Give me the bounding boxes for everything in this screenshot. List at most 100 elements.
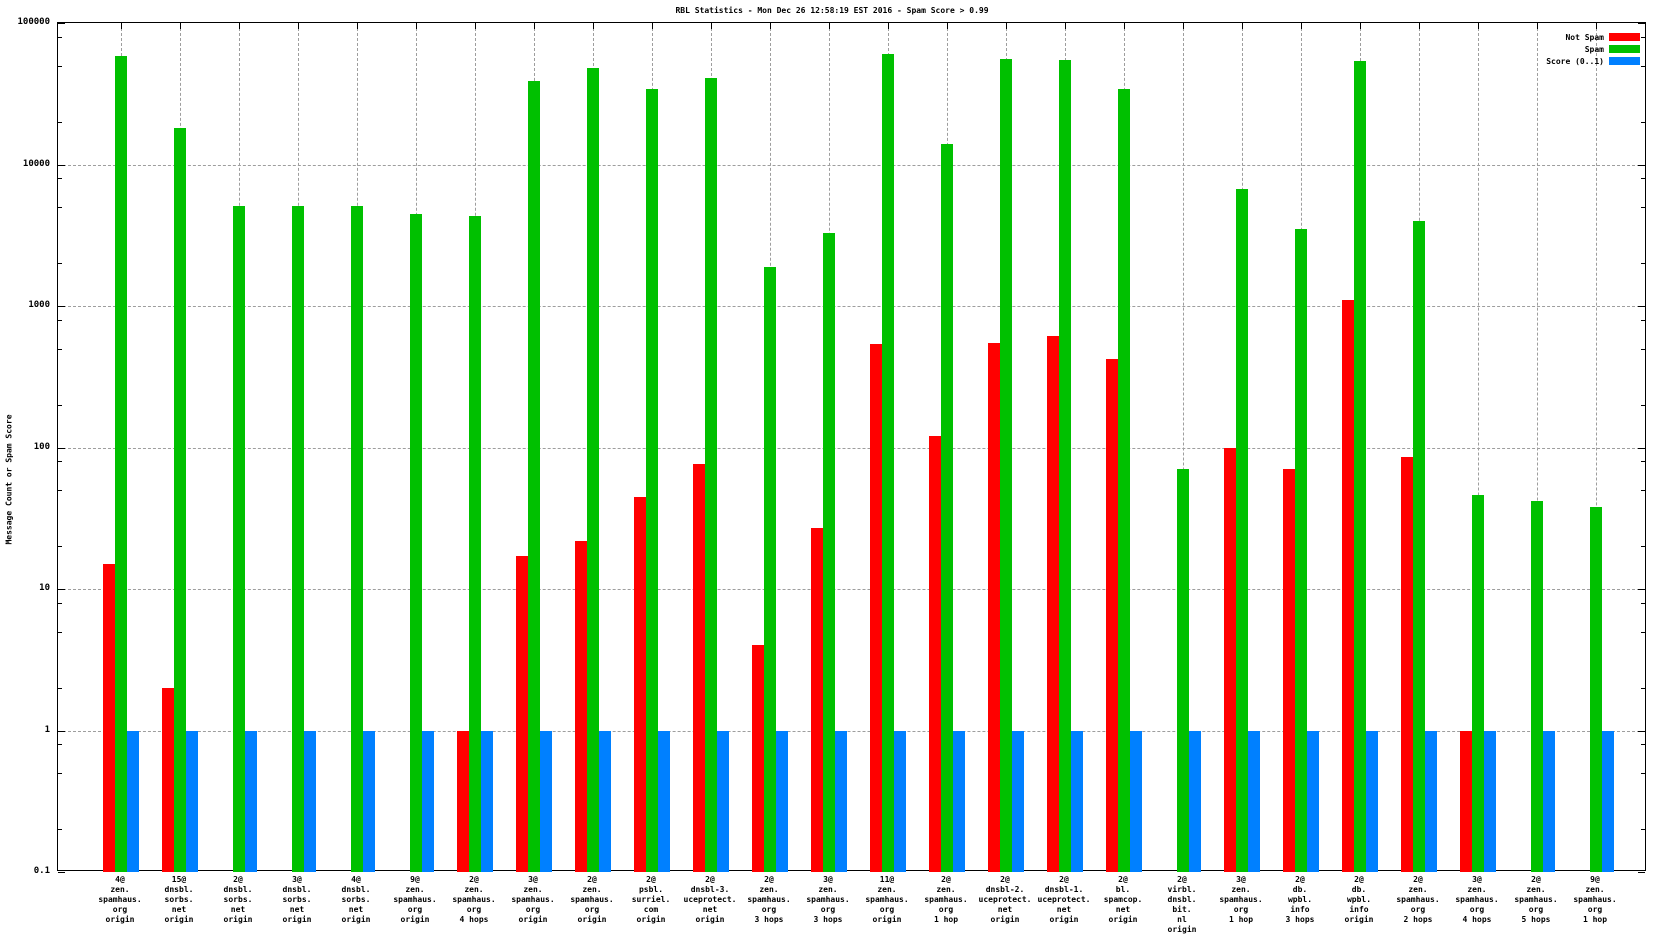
y-major-tick: [1638, 23, 1645, 24]
legend-item-spam: Spam: [1440, 43, 1640, 55]
y-gridline: [58, 447, 1645, 449]
bar-not-spam: [1224, 447, 1236, 872]
y-tick-label: 1: [44, 724, 50, 735]
bar-score-0-1-: [658, 730, 670, 872]
y-minor-tick: [58, 348, 62, 350]
bar-spam: [1000, 58, 1012, 872]
y-tick-label: 1000: [28, 300, 50, 310]
x-top-tick: [298, 23, 299, 29]
y-major-tick: [1638, 589, 1645, 590]
x-category-label: 2@ dnsbl. sorbs. net origin: [223, 875, 253, 924]
x-top-tick: [1183, 23, 1184, 29]
bar-not-spam: [1106, 359, 1118, 872]
x-category-label: 2@ dnsbl-2. uceprotect. net origin: [978, 875, 1032, 924]
y-major-tick: [1638, 164, 1645, 166]
x-category-label: 2@ zen. spamhaus. org 3 hops: [747, 875, 791, 924]
x-top-tick: [1301, 23, 1302, 29]
bar-spam: [174, 128, 186, 872]
y-major-tick: [1638, 872, 1645, 873]
x-top-tick: [239, 23, 240, 29]
bar-spam: [1118, 89, 1130, 872]
y-tick-label: 100: [33, 441, 50, 452]
bar-spam: [115, 56, 127, 872]
bar-score-0-1-: [1189, 730, 1201, 872]
bar-spam: [705, 77, 717, 872]
bar-score-0-1-: [422, 730, 434, 872]
y-major-tick: [58, 306, 65, 307]
y-major-tick: [58, 23, 65, 24]
bar-score-0-1-: [481, 730, 493, 872]
legend-label-spam: Spam: [1584, 44, 1604, 54]
bar-spam: [587, 68, 599, 872]
bar-score-0-1-: [1130, 730, 1142, 872]
y-minor-tick: [58, 121, 62, 123]
x-top-tick: [1124, 23, 1125, 29]
bar-score-0-1-: [1071, 730, 1083, 872]
bar-score-0-1-: [186, 730, 198, 872]
y-minor-tick: [58, 546, 62, 548]
bar-score-0-1-: [1484, 730, 1496, 872]
y-minor-tick: [1641, 319, 1645, 321]
x-category-label: 3@ zen. spamhaus. org 3 hops: [806, 875, 850, 924]
x-category-label: 2@ bl. spamcop. net origin: [1103, 875, 1143, 924]
y-minor-tick: [58, 461, 62, 463]
bar-spam: [1472, 495, 1484, 872]
y-minor-tick: [1641, 490, 1645, 492]
y-minor-tick: [1641, 36, 1645, 38]
x-top-tick: [180, 23, 181, 29]
bar-not-spam: [516, 556, 528, 872]
y-minor-tick: [58, 36, 62, 38]
x-category-label: 2@ db. wpbl. info 3 hops: [1285, 875, 1315, 924]
not-spam-color-swatch: [1609, 33, 1640, 41]
y-major-tick: [1638, 447, 1645, 449]
x-category-label: 4@ dnsbl. sorbs. net origin: [341, 875, 371, 924]
bar-score-0-1-: [127, 730, 139, 872]
x-top-tick: [475, 23, 476, 29]
x-top-tick: [121, 23, 122, 29]
y-minor-tick: [1641, 744, 1645, 746]
y-minor-tick: [58, 631, 62, 633]
x-category-label: 3@ zen. spamhaus. org origin: [511, 875, 555, 924]
x-category-label: 9@ zen. spamhaus. org origin: [393, 875, 437, 924]
y-minor-tick: [1641, 121, 1645, 123]
y-gridline: [58, 589, 1645, 590]
bar-spam: [1295, 229, 1307, 872]
bar-score-0-1-: [1602, 730, 1614, 872]
y-minor-tick: [58, 178, 62, 180]
y-minor-tick: [1641, 207, 1645, 209]
plot-area: [57, 22, 1646, 873]
y-minor-tick: [58, 829, 62, 831]
y-minor-tick: [58, 319, 62, 321]
bar-not-spam: [162, 687, 174, 872]
bar-spam: [528, 80, 540, 872]
x-top-tick: [1419, 23, 1420, 29]
y-minor-tick: [1641, 546, 1645, 548]
bar-score-0-1-: [1307, 730, 1319, 872]
y-minor-tick: [1641, 263, 1645, 265]
bar-not-spam: [1460, 730, 1472, 872]
bar-not-spam: [575, 540, 587, 872]
x-category-label: 3@ zen. spamhaus. org 1 hop: [1219, 875, 1263, 924]
bar-spam: [410, 213, 422, 872]
x-top-tick: [357, 23, 358, 29]
y-minor-tick: [58, 602, 62, 604]
x-category-label: 2@ zen. spamhaus. org 1 hop: [924, 875, 968, 924]
x-category-label: 15@ dnsbl. sorbs. net origin: [164, 875, 194, 924]
y-tick-label: 100000: [17, 17, 50, 27]
bar-score-0-1-: [599, 730, 611, 872]
x-top-tick: [888, 23, 889, 29]
bar-spam: [646, 89, 658, 872]
legend-item-not-spam: Not Spam: [1440, 31, 1640, 43]
bar-score-0-1-: [1012, 730, 1024, 872]
bar-spam: [1177, 469, 1189, 872]
x-top-tick: [770, 23, 771, 29]
y-minor-tick: [58, 773, 62, 775]
bar-score-0-1-: [953, 730, 965, 872]
x-category-label: 2@ db. wpbl. info origin: [1344, 875, 1374, 924]
x-category-label: 4@ zen. spamhaus. org origin: [98, 875, 142, 924]
x-category-label: 11@ zen. spamhaus. org origin: [865, 875, 909, 924]
bar-spam: [1531, 500, 1543, 872]
y-minor-tick: [58, 490, 62, 492]
legend-item-score: Score (0..1): [1440, 55, 1640, 67]
